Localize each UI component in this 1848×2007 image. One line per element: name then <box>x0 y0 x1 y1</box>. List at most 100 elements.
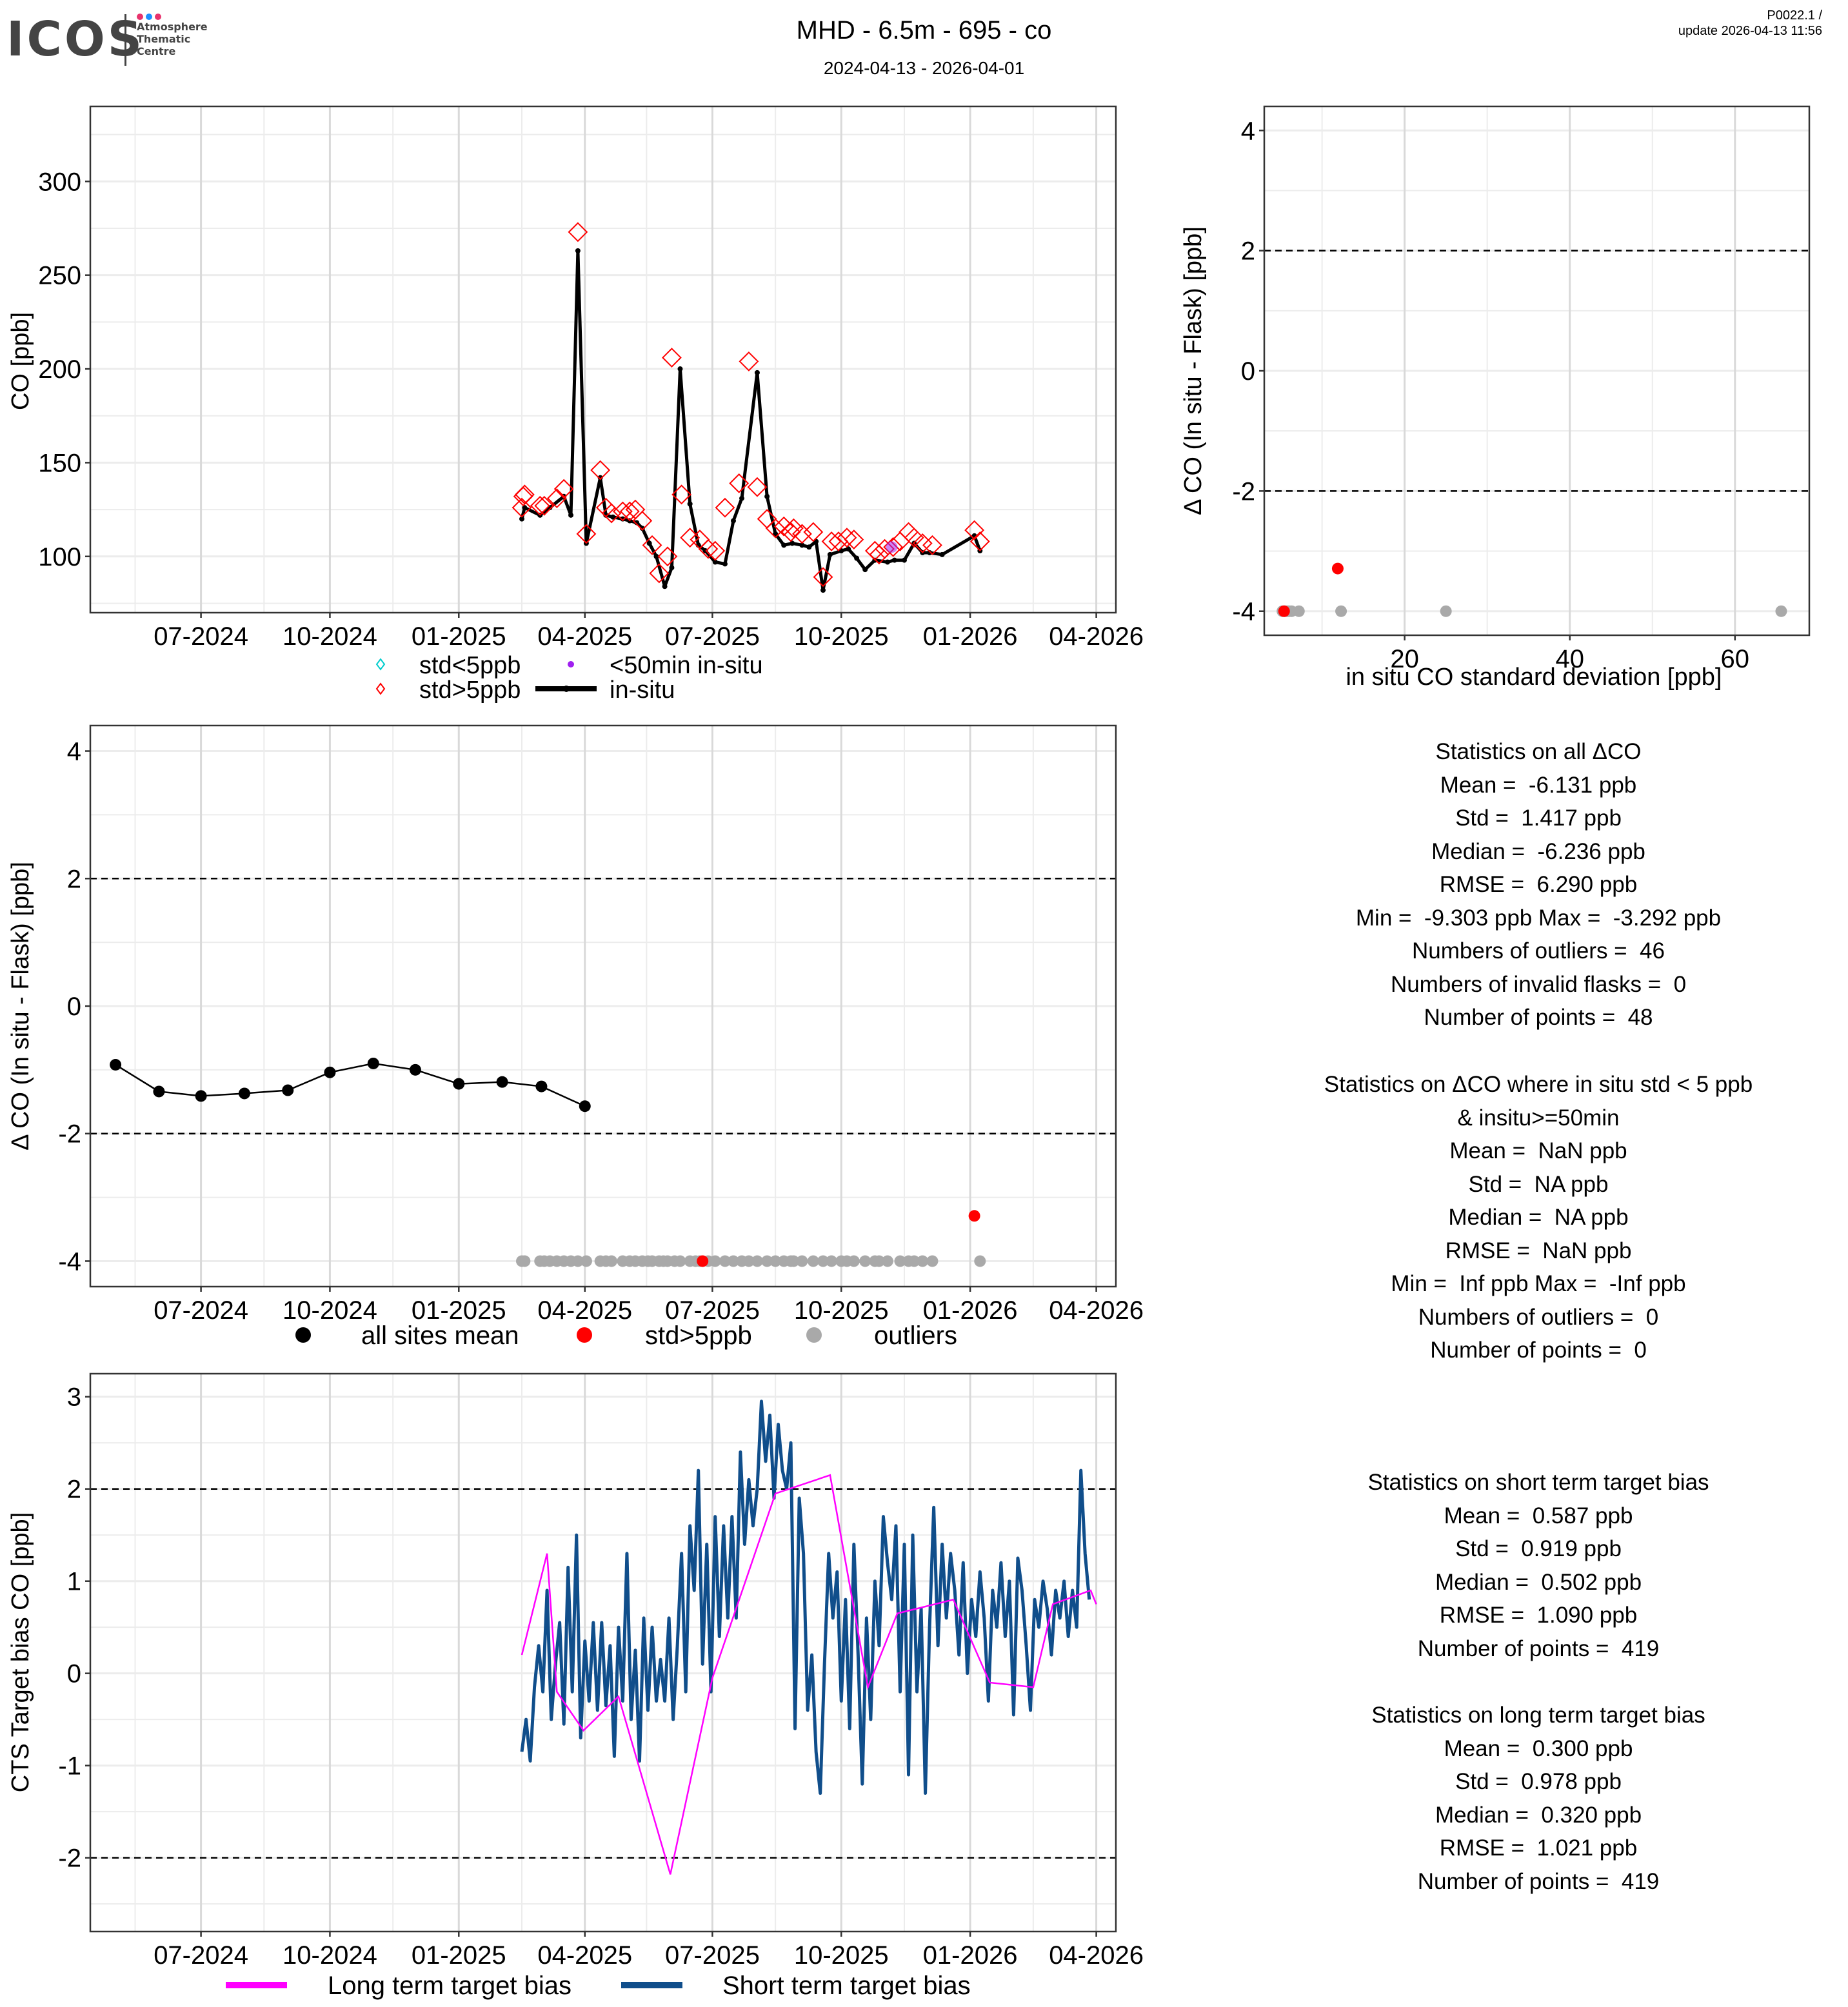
std-gt5-diamond <box>803 522 824 542</box>
legend-dot-icon <box>563 686 570 692</box>
insitu-point <box>739 495 745 501</box>
outlier-point <box>1440 605 1452 617</box>
target-bias-plot: -2 -1 0 1 2 3 07-2024 10-2024 01-2025 04-2025 07-2… <box>58 1372 1144 2000</box>
x-tick-label: 01-2026 <box>923 1941 1018 1970</box>
stats-heading: Statistics on all ΔCO <box>1435 739 1642 764</box>
logo-subtitle-line: Centre <box>137 45 176 57</box>
stats-line: Mean = -6.131 ppb <box>1440 772 1637 798</box>
all-sites-mean-point <box>409 1063 421 1076</box>
std-gt5-diamond <box>765 518 786 539</box>
x-tick-label: 01-2025 <box>412 1941 506 1970</box>
std-gt5-diamond <box>837 528 857 548</box>
y-tick-label: 300 <box>38 168 81 196</box>
stats-line: Mean = 0.300 ppb <box>1444 1735 1633 1761</box>
y-tick-label: 0 <box>67 1660 81 1688</box>
logo-dots-icon <box>137 12 164 23</box>
std-gt5-diamond <box>553 479 574 499</box>
outlier-point <box>571 1255 584 1267</box>
stats-line: Numbers of outliers = 46 <box>1412 938 1665 964</box>
x-tick-label: 01-2026 <box>923 622 1018 651</box>
insitu-point <box>939 551 945 557</box>
insitu-point <box>522 505 528 511</box>
legend-label: <50min in-situ <box>610 652 763 679</box>
all-sites-mean-line <box>115 1062 586 1107</box>
outlier-point <box>796 1255 808 1267</box>
insitu-point <box>603 512 609 518</box>
x-tick-label: 01-2025 <box>412 622 506 651</box>
std-gt5-diamond <box>530 495 550 516</box>
insitu-point <box>610 514 616 520</box>
insitu-point <box>722 561 728 567</box>
insitu-point <box>620 516 626 522</box>
insitu-point <box>687 501 693 507</box>
y-tick-label: 2 <box>67 1476 81 1504</box>
plot-background <box>90 106 1116 613</box>
std-gt5-diamond <box>705 540 726 561</box>
stats-line: Numbers of invalid flasks = 0 <box>1390 971 1687 997</box>
y-tick-label: 4 <box>1241 117 1255 145</box>
outlier-point <box>848 1255 860 1267</box>
std-gt5-diamond <box>739 351 759 371</box>
std-gt5-diamond <box>534 495 555 516</box>
insitu-point <box>754 370 760 375</box>
insitu-point <box>731 518 737 524</box>
insitu-point <box>712 559 718 565</box>
std-gt5-diamond <box>662 348 682 368</box>
delta-plot: -4 -2 0 2 4 07-2024 10-2024 01-2025 04-2025 07-20… <box>58 724 1144 1350</box>
stats-line: Std = 1.417 ppb <box>1455 806 1622 831</box>
stats-line: Mean = NaN ppb <box>1449 1138 1627 1163</box>
legend-dot-icon <box>295 1327 311 1343</box>
outlier-point <box>1775 605 1787 617</box>
y-tick-label: -4 <box>1232 598 1255 626</box>
page-title: MHD - 6.5m - 695 - co <box>796 16 1052 44</box>
insitu-point <box>677 366 683 372</box>
icos-logo: ICOS <box>6 12 145 67</box>
all-sites-mean-point <box>453 1078 465 1090</box>
legend-label: std<5ppb <box>419 652 521 679</box>
insitu-point <box>902 557 908 563</box>
outlier-point <box>859 1255 871 1267</box>
insitu-point <box>884 559 890 565</box>
insitu-point <box>568 512 574 518</box>
y-tick-label: -2 <box>58 1120 81 1149</box>
outlier-point <box>788 1255 800 1267</box>
outlier-point <box>770 1255 782 1267</box>
x-tick-label: 04-2026 <box>1049 1941 1144 1970</box>
outlier-point <box>926 1255 939 1267</box>
x-tick-label: 10-2024 <box>283 1296 377 1325</box>
logo-divider <box>124 14 126 66</box>
delta-legend: all sites mean std>5ppb outliers <box>295 1321 957 1350</box>
x-tick-label: 07-2024 <box>154 1941 248 1970</box>
insitu-point <box>653 553 659 559</box>
x-tick-label: 04-2025 <box>537 1941 632 1970</box>
stats-line: RMSE = 1.021 ppb <box>1439 1835 1638 1861</box>
legend-diamond-icon <box>375 658 386 671</box>
std-gt5-diamond <box>869 544 889 565</box>
stats-line: RMSE = 1.090 ppb <box>1439 1603 1638 1628</box>
insitu-point <box>781 542 787 548</box>
std-gt5-diamond <box>821 531 842 551</box>
y-tick-label: 3 <box>67 1383 81 1412</box>
version-info: P0022.1 / update 2026-04-13 11:56 <box>1678 8 1822 39</box>
long-term-bias-line <box>521 1474 1097 1875</box>
all-sites-mean-point <box>195 1090 207 1102</box>
std-gt5-diamond <box>964 520 985 540</box>
y-tick-label: 0 <box>1241 357 1255 386</box>
y-tick-label: -1 <box>58 1752 81 1781</box>
x-tick-label: 04-2025 <box>537 622 632 651</box>
y-tick-label: 4 <box>67 738 81 766</box>
outlier-point <box>519 1255 531 1267</box>
outlier-point <box>917 1255 929 1267</box>
outlier-point <box>894 1255 906 1267</box>
outlier-point <box>709 1255 721 1267</box>
all-sites-mean-point <box>153 1085 165 1098</box>
insitu-point <box>669 565 675 571</box>
outlier-point <box>761 1255 773 1267</box>
y-tick-label: 100 <box>38 543 81 571</box>
stats-line: Median = 0.502 ppb <box>1435 1569 1642 1595</box>
scatter-xlabel: in situ CO standard deviation [ppb] <box>1346 664 1722 691</box>
std-gt5-diamond <box>512 497 532 518</box>
x-tick-label: 07-2025 <box>665 1296 760 1325</box>
stats-line: Median = NA ppb <box>1448 1205 1629 1230</box>
